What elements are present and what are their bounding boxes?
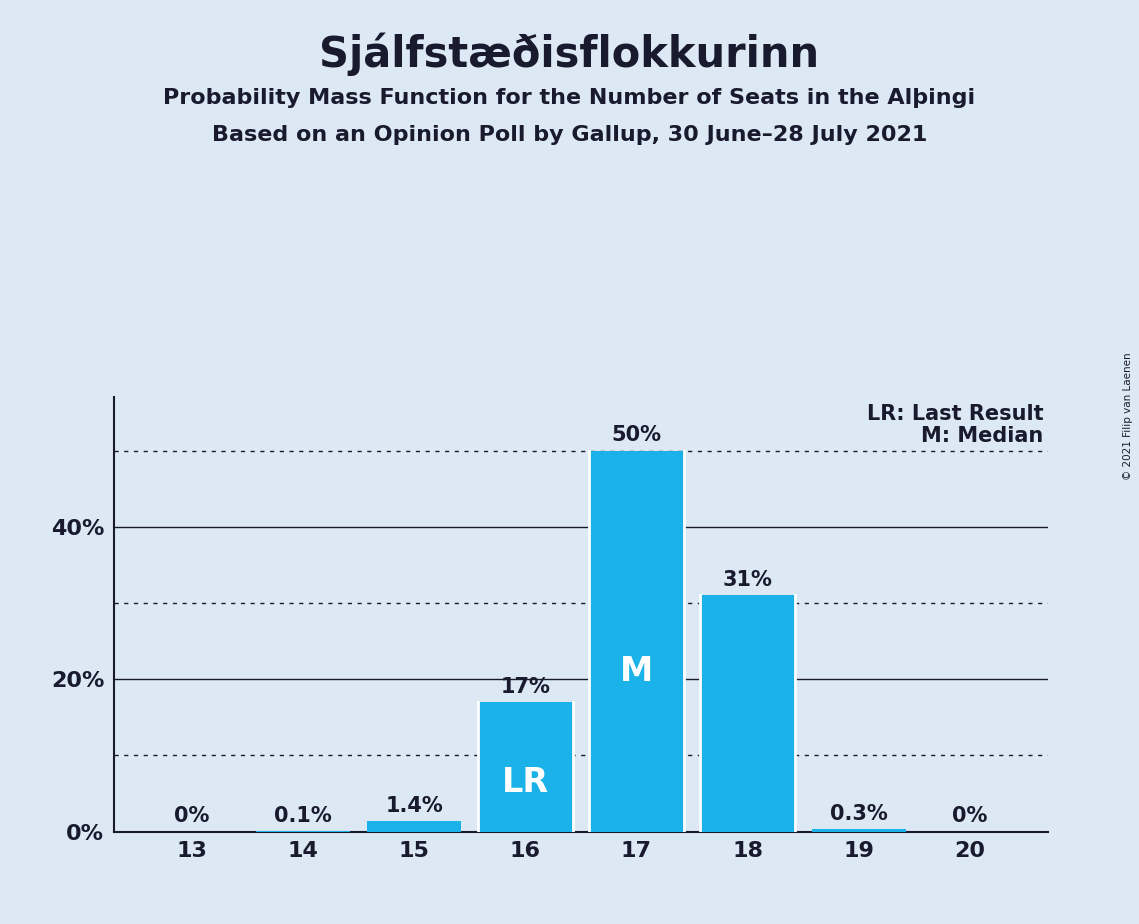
Text: M: M [620,655,653,688]
Bar [367,821,461,832]
Text: LR: LR [502,766,549,799]
Bar [478,702,573,832]
Bar [700,595,795,832]
Text: LR: Last Result: LR: Last Result [867,404,1043,424]
Text: 1.4%: 1.4% [385,796,443,816]
Text: © 2021 Filip van Laenen: © 2021 Filip van Laenen [1123,352,1133,480]
Text: Probability Mass Function for the Number of Seats in the Alþingi: Probability Mass Function for the Number… [163,88,976,108]
Bar [812,830,907,832]
Text: M: Median: M: Median [921,426,1043,445]
Text: 50%: 50% [612,425,662,445]
Text: Based on an Opinion Poll by Gallup, 30 June–28 July 2021: Based on an Opinion Poll by Gallup, 30 J… [212,125,927,145]
Text: 0.3%: 0.3% [830,804,887,824]
Text: 0.1%: 0.1% [274,806,331,825]
Text: Sjálfstæðisflokkurinn: Sjálfstæðisflokkurinn [319,32,820,76]
Bar [589,451,683,832]
Text: 0%: 0% [174,807,210,826]
Text: 17%: 17% [500,676,550,697]
Text: 0%: 0% [952,807,988,826]
Text: 31%: 31% [723,570,772,590]
